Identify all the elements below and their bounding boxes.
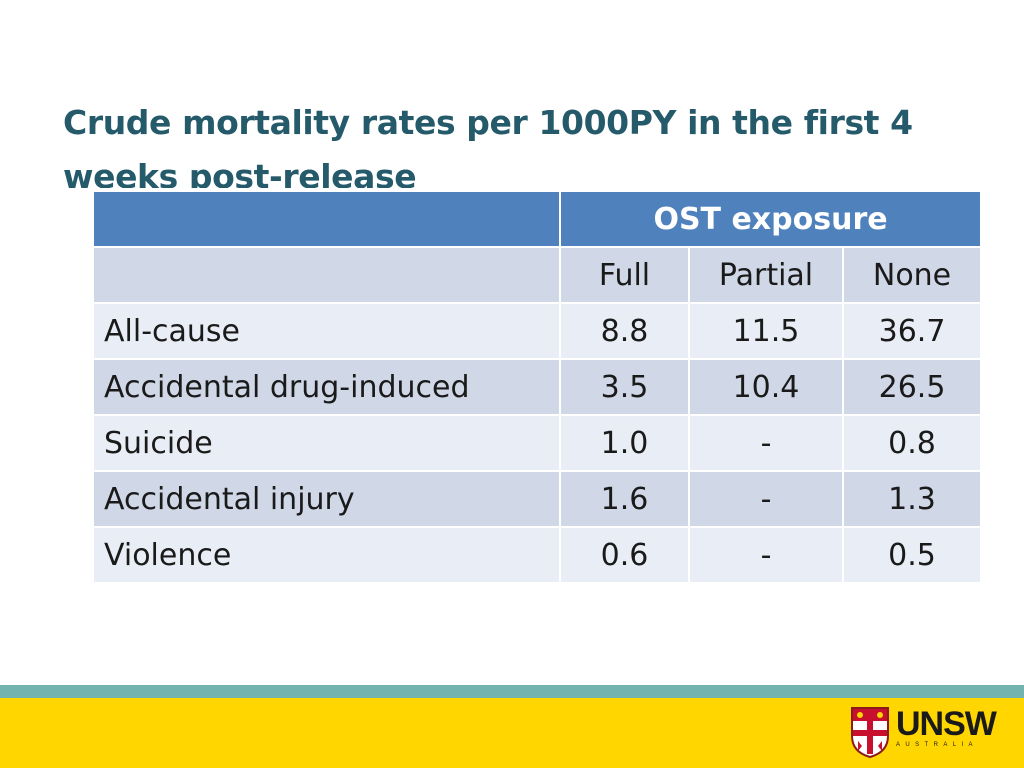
column-header-full: Full [559,246,690,304]
cell-full: 1.0 [559,414,690,472]
cell-full: 1.6 [559,470,690,528]
cell-none: 0.5 [841,526,983,584]
unsw-wordmark: UNSW AUSTRALIA [896,705,997,748]
cell-partial: 11.5 [688,302,844,360]
unsw-logo: UNSW AUSTRALIA [850,706,1000,758]
header-empty-cell [92,190,561,248]
ost-exposure-header: OST exposure [558,190,983,248]
table-row: All-cause 8.8 11.5 36.7 [92,302,983,360]
table-group-header-row: OST exposure [92,190,983,248]
row-label: Accidental injury [92,470,561,528]
cell-none: 26.5 [841,358,983,416]
column-header-partial: Partial [688,246,844,304]
unsw-name: UNSW [896,705,997,743]
cell-partial: - [688,414,844,472]
table-row: Accidental injury 1.6 - 1.3 [92,470,983,528]
table-column-header-row: Full Partial None [92,246,983,304]
column-header-empty-cell [92,246,561,304]
column-header-none: None [841,246,983,304]
cell-full: 3.5 [559,358,690,416]
table-row: Accidental drug-induced 3.5 10.4 26.5 [92,358,983,416]
table-row: Violence 0.6 - 0.5 [92,526,983,584]
table-row: Suicide 1.0 - 0.8 [92,414,983,472]
cell-full: 8.8 [559,302,690,360]
row-label: Violence [92,526,561,584]
row-label: All-cause [92,302,561,360]
cell-full: 0.6 [559,526,690,584]
cell-none: 36.7 [841,302,983,360]
row-label: Accidental drug-induced [92,358,561,416]
cell-partial: 10.4 [688,358,844,416]
unsw-subtitle: AUSTRALIA [896,742,978,748]
mortality-table: OST exposure Full Partial None All-cause… [92,190,983,584]
cell-partial: - [688,526,844,584]
footer-teal-band [0,685,1024,698]
cell-none: 0.8 [841,414,983,472]
cell-none: 1.3 [841,470,983,528]
slide-title: Crude mortality rates per 1000PY in the … [63,103,913,188]
row-label: Suicide [92,414,561,472]
cell-partial: - [688,470,844,528]
unsw-crest-icon [851,707,889,758]
